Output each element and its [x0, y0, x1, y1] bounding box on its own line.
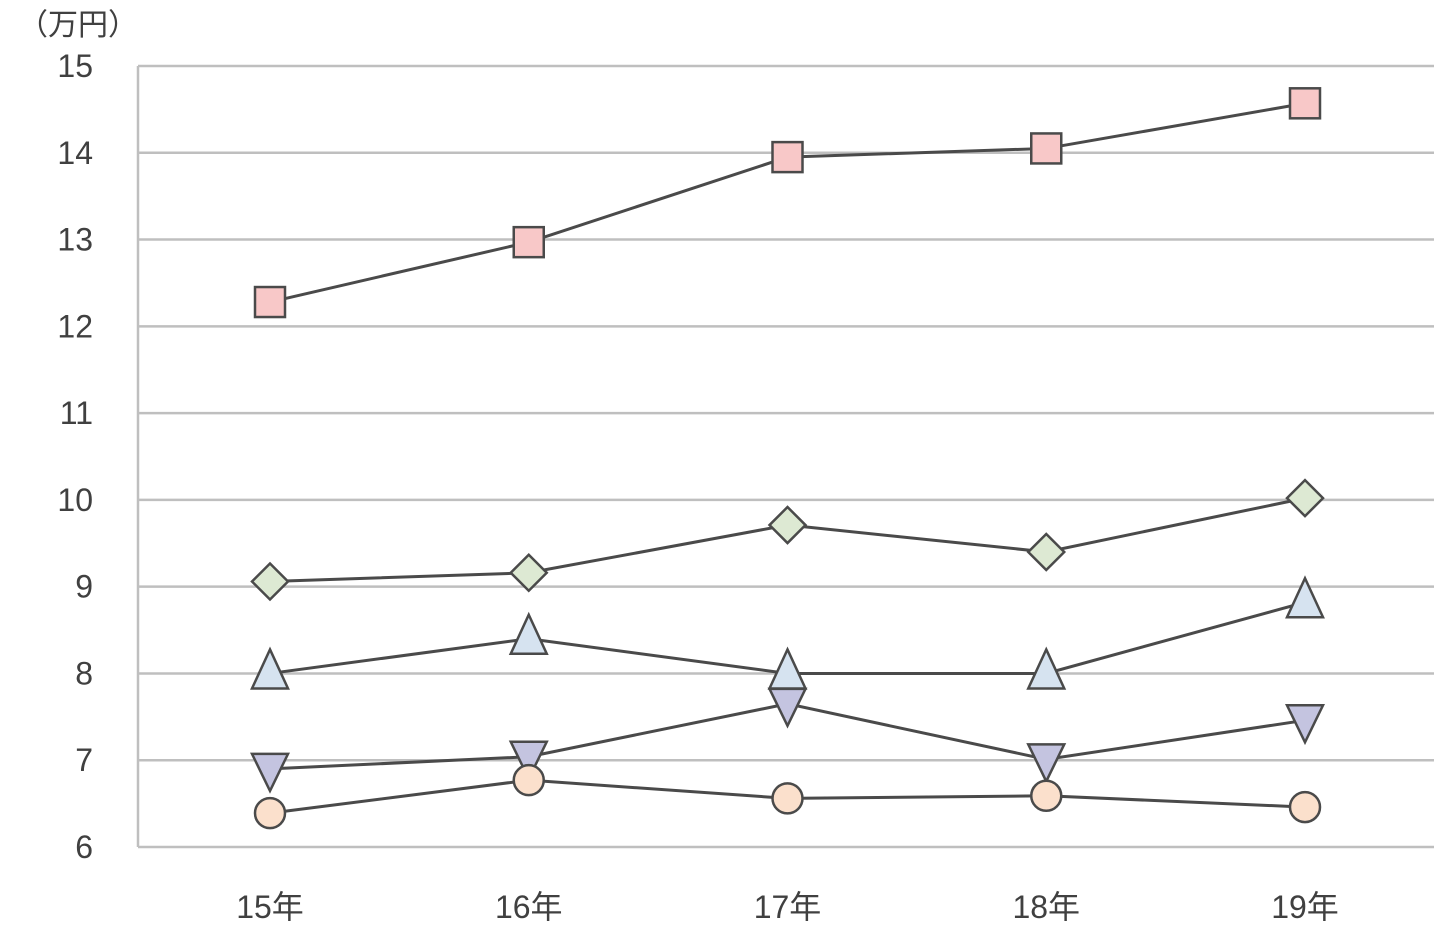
- y-tick-label: 15: [57, 48, 93, 84]
- y-tick-label: 11: [60, 395, 93, 431]
- series-line: [269, 101, 1306, 304]
- diamond-marker: [767, 505, 808, 545]
- circle-marker: [512, 763, 545, 797]
- triangle-down-marker: [1026, 743, 1067, 785]
- y-tick-label: 7: [75, 742, 93, 778]
- triangle-down-marker: [250, 752, 290, 794]
- square-marker: [1288, 87, 1322, 120]
- diamond-marker: [1285, 478, 1325, 518]
- series-2: [250, 478, 1325, 602]
- x-tick-label: 16年: [495, 889, 563, 925]
- square-marker: [512, 225, 545, 259]
- circle-marker: [1288, 790, 1322, 824]
- circle-marker: [1030, 779, 1063, 813]
- x-axis-ticks: 15年 16年 17年 18年 19年: [236, 889, 1339, 925]
- x-tick-label: 15年: [236, 889, 304, 925]
- square-marker: [771, 140, 804, 174]
- circle-marker: [771, 782, 804, 815]
- y-tick-label: 8: [75, 655, 93, 691]
- triangle-down-marker: [508, 740, 549, 782]
- circle-marker: [253, 796, 287, 830]
- triangle-up-marker: [1285, 575, 1325, 619]
- square-marker: [253, 285, 287, 319]
- diamond-marker: [508, 553, 549, 593]
- triangle-up-marker: [1026, 646, 1067, 690]
- y-axis-ticks: 6 7 8 9 10 11 12 13 14 15: [57, 48, 93, 865]
- diamond-marker: [250, 561, 290, 602]
- series-5: [253, 763, 1322, 830]
- series-4: [250, 687, 1325, 794]
- y-tick-label: 13: [57, 222, 93, 258]
- triangle-up-marker: [508, 611, 549, 655]
- x-tick-label: 19年: [1271, 889, 1339, 925]
- triangle-down-marker: [767, 687, 808, 729]
- y-tick-label: 6: [75, 829, 93, 865]
- x-tick-label: 17年: [754, 889, 822, 925]
- y-tick-label: 10: [57, 482, 93, 518]
- series-group: [250, 87, 1325, 830]
- series-3: [250, 575, 1325, 690]
- y-axis-unit-label: （万円）: [18, 8, 138, 43]
- series-1: [253, 87, 1322, 319]
- y-tick-label: 9: [75, 569, 93, 605]
- triangle-down-marker: [1285, 704, 1325, 746]
- triangle-up-marker: [250, 646, 290, 690]
- triangle-up-marker: [767, 646, 808, 690]
- square-marker: [1030, 132, 1063, 165]
- y-tick-label: 12: [57, 308, 93, 344]
- diamond-marker: [1026, 532, 1067, 572]
- x-tick-label: 18年: [1012, 889, 1080, 925]
- y-tick-label: 14: [57, 135, 93, 171]
